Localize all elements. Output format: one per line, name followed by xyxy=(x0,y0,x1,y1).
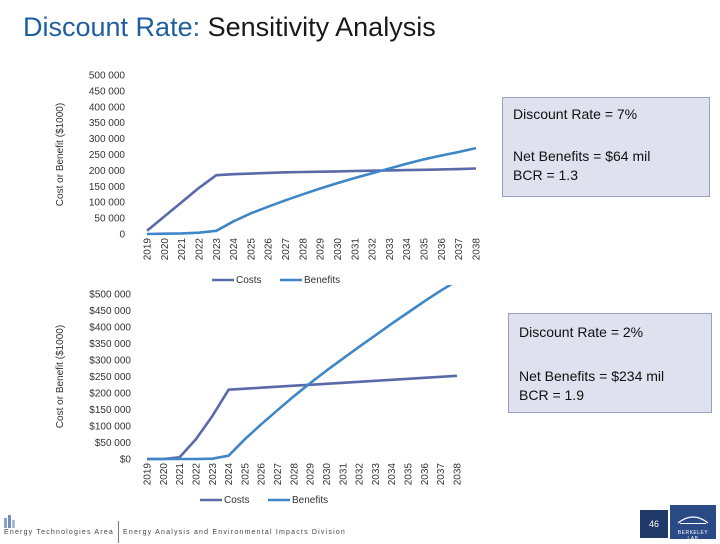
x-tick-label: 2023 xyxy=(212,238,223,261)
x-tick-label: 2020 xyxy=(160,238,171,261)
series-line-benefits xyxy=(147,285,453,461)
page-title: Discount Rate: Sensitivity Analysis xyxy=(23,12,436,43)
x-tick-label: 2028 xyxy=(289,463,300,486)
y-tick-label: 200 000 xyxy=(89,166,126,177)
x-tick-label: 2021 xyxy=(177,238,188,261)
page-number: 46 xyxy=(640,510,668,538)
y-tick-label: 100 000 xyxy=(89,198,126,209)
callout-discount-2: Discount Rate = 2% Net Benefits = $234 m… xyxy=(508,313,712,413)
x-tick-label: 2029 xyxy=(316,238,327,261)
x-tick-label: 2037 xyxy=(436,463,447,486)
y-tick-label: 50 000 xyxy=(94,214,125,225)
x-tick-label: 2024 xyxy=(229,238,240,261)
y-tick-label: $450 000 xyxy=(89,306,131,317)
footer-divider xyxy=(118,521,119,543)
callout-7-net: Net Benefits = $64 mil xyxy=(513,148,651,164)
chart-discount-7: Cost or Benefit ($1000) 0 50 000 100 000 150… xyxy=(55,71,483,287)
x-tick-label: 2025 xyxy=(246,238,257,261)
x-tick-label: 2027 xyxy=(273,463,284,486)
callout-discount-7: Discount Rate = 7% Net Benefits = $64 mi… xyxy=(502,97,710,197)
x-tick-label: 2032 xyxy=(355,463,366,486)
x-tick-label: 2031 xyxy=(338,463,349,486)
y-axis-label-0: Cost or Benefit ($1000) xyxy=(55,103,66,206)
x-tick-label: 2037 xyxy=(454,238,465,261)
title-accent: Discount Rate: xyxy=(23,12,201,42)
y-tick-label: 250 000 xyxy=(89,150,126,161)
berkeley-lab-logo-icon xyxy=(670,505,716,539)
x-tick-label: 2035 xyxy=(420,238,431,261)
x-tick-label: 2033 xyxy=(371,463,382,486)
x-tick-label: 2019 xyxy=(143,463,154,486)
x-tick-label: 2038 xyxy=(472,238,483,261)
x-tick-label: 2026 xyxy=(257,463,268,486)
legend-label-benefits: Benefits xyxy=(304,275,340,286)
eta-logo-icon xyxy=(2,512,18,530)
x-tick-label: 2031 xyxy=(350,238,361,261)
x-tick-label: 2020 xyxy=(159,463,170,486)
legend-label-benefits: Benefits xyxy=(292,495,328,506)
x-tick-label: 2019 xyxy=(143,238,154,261)
x-tick-label: 2032 xyxy=(368,238,379,261)
y-tick-label: $250 000 xyxy=(89,372,131,383)
legend-label-costs: Costs xyxy=(236,275,262,286)
series-line-costs xyxy=(146,167,477,232)
y-tick-label: $500 000 xyxy=(89,290,131,301)
y-tick-label: 0 xyxy=(119,230,125,241)
x-tick-label: 2023 xyxy=(208,463,219,486)
title-rest: Sensitivity Analysis xyxy=(207,12,436,42)
series-line-costs xyxy=(147,374,458,461)
x-tick-label: 2030 xyxy=(322,463,333,486)
x-tick-label: 2030 xyxy=(333,238,344,261)
x-tick-label: 2038 xyxy=(453,463,464,486)
y-tick-label: $150 000 xyxy=(89,405,131,416)
y-tick-label: 350 000 xyxy=(89,118,126,129)
y-tick-label: $300 000 xyxy=(89,356,131,367)
x-tick-label: 2034 xyxy=(402,238,413,261)
x-tick-label: 2027 xyxy=(281,238,292,261)
x-tick-label: 2025 xyxy=(240,463,251,486)
legend-label-costs: Costs xyxy=(224,495,250,506)
lab-label: BERKELEY LAB xyxy=(677,530,709,542)
y-tick-label: 150 000 xyxy=(89,182,126,193)
y-tick-label: $200 000 xyxy=(89,389,131,400)
y-tick-label: 300 000 xyxy=(89,134,126,145)
y-tick-label: $400 000 xyxy=(89,323,131,334)
callout-2-net: Net Benefits = $234 mil xyxy=(519,368,665,384)
x-tick-label: 2026 xyxy=(264,238,275,261)
y-tick-label: $100 000 xyxy=(89,422,131,433)
x-tick-label: 2034 xyxy=(387,463,398,486)
x-tick-label: 2024 xyxy=(224,463,235,486)
footer-area: Energy Technologies Area xyxy=(4,529,115,536)
footer-division: Energy Analysis and Environmental Impact… xyxy=(123,529,347,536)
x-tick-label: 2036 xyxy=(420,463,431,486)
callout-2-rate: Discount Rate = 2% xyxy=(519,324,644,340)
x-tick-label: 2028 xyxy=(298,238,309,261)
x-tick-label: 2035 xyxy=(404,463,415,486)
x-tick-label: 2036 xyxy=(437,238,448,261)
x-tick-label: 2022 xyxy=(191,463,202,486)
x-tick-label: 2033 xyxy=(385,238,396,261)
y-tick-label: 450 000 xyxy=(89,86,126,97)
callout-7-bcr: BCR = 1.3 xyxy=(513,167,578,183)
x-tick-label: 2021 xyxy=(175,463,186,486)
callout-7-rate: Discount Rate = 7% xyxy=(513,106,638,122)
chart-discount-2: Cost or Benefit ($1000) $0 $50 000 $100 000… xyxy=(55,285,464,506)
y-tick-label: $0 xyxy=(120,455,132,466)
callout-2-bcr: BCR = 1.9 xyxy=(519,387,584,403)
y-tick-label: 500 000 xyxy=(89,71,126,82)
y-axis-label-1: Cost or Benefit ($1000) xyxy=(55,325,66,428)
series-line-benefits xyxy=(146,146,477,236)
y-tick-label: $50 000 xyxy=(95,438,132,449)
x-tick-label: 2029 xyxy=(306,463,317,486)
y-tick-label: $350 000 xyxy=(89,339,131,350)
footer: Energy Technologies Area Energy Analysis… xyxy=(0,510,720,543)
x-tick-label: 2022 xyxy=(194,238,205,261)
y-tick-label: 400 000 xyxy=(89,102,126,113)
